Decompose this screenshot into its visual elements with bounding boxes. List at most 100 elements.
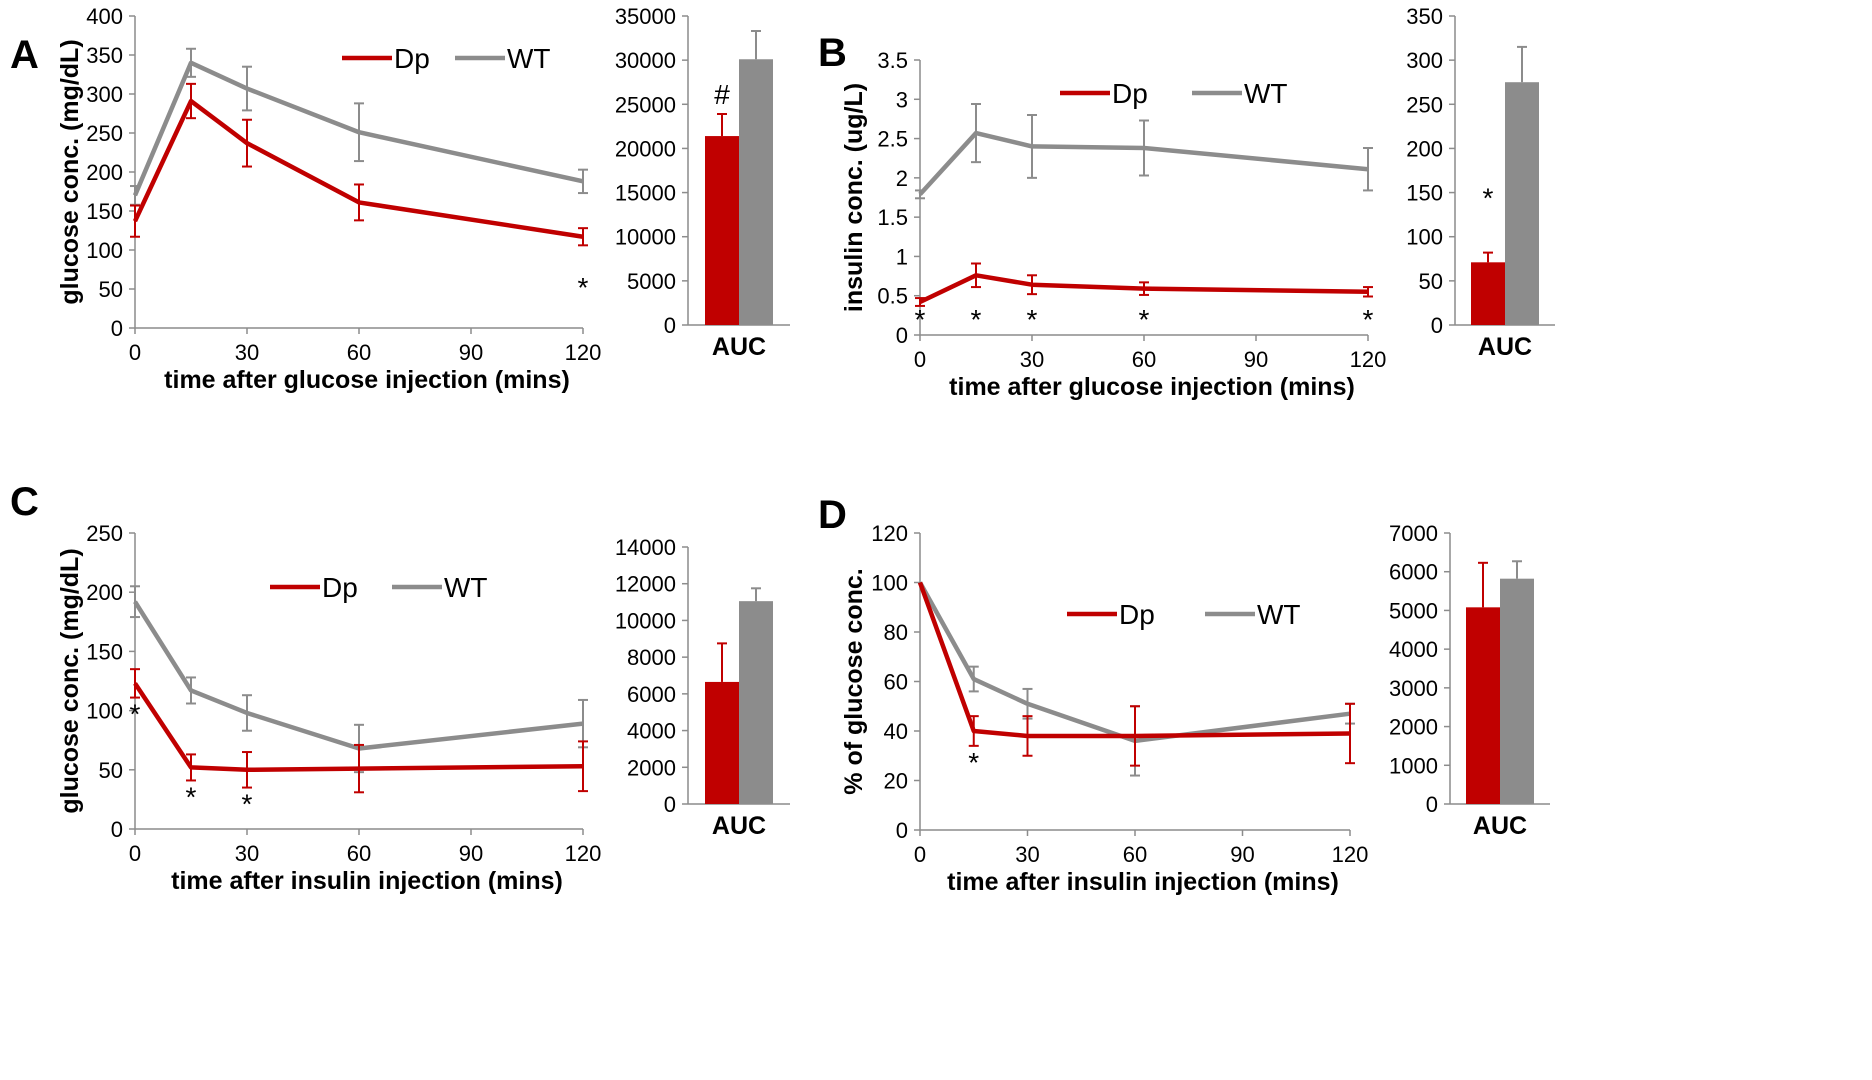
y-tick-label: 1 xyxy=(896,244,908,269)
bar-y-tick-label: 14000 xyxy=(615,535,676,560)
legend-label-wt: WT xyxy=(507,43,551,74)
bar-y-tick-label: 2000 xyxy=(1389,715,1438,740)
x-tick-label: 120 xyxy=(1332,842,1369,867)
x-axis-label: time after insulin injection (mins) xyxy=(171,867,563,895)
x-tick-label: 60 xyxy=(1123,842,1147,867)
auc-bar-wt xyxy=(1500,578,1534,804)
x-tick-label: 0 xyxy=(914,842,926,867)
significance-marker: * xyxy=(186,781,197,812)
y-tick-label: 100 xyxy=(86,238,123,263)
bar-y-tick-label: 15000 xyxy=(615,181,676,206)
auc-bar-dp xyxy=(705,136,739,325)
y-tick-label: 150 xyxy=(86,199,123,224)
bar-y-tick-label: 20000 xyxy=(615,136,676,161)
legend-label-dp: Dp xyxy=(394,43,430,74)
series-line-wt xyxy=(132,60,584,197)
bar-y-tick-label: 30000 xyxy=(615,48,676,73)
auc-category-label: AUC xyxy=(712,333,766,361)
auc-category-label: AUC xyxy=(712,812,766,840)
series-line-dp xyxy=(919,273,1369,305)
y-tick-label: 40 xyxy=(884,719,908,744)
y-axis-label: glucose conc. (mg/dL) xyxy=(56,39,84,304)
y-tick-label: 2.5 xyxy=(877,127,908,152)
bar-y-tick-label: 0 xyxy=(1431,313,1443,338)
auc-bar-dp xyxy=(1471,262,1505,325)
bar-y-tick-label: 10000 xyxy=(615,225,676,250)
y-tick-label: 150 xyxy=(86,639,123,664)
bar-y-tick-label: 50 xyxy=(1419,269,1443,294)
y-tick-label: 200 xyxy=(86,160,123,185)
bar-y-tick-label: 350 xyxy=(1406,4,1443,29)
auc-category-label: AUC xyxy=(1473,812,1527,840)
legend-label-wt: WT xyxy=(1244,78,1288,109)
significance-marker: * xyxy=(915,304,926,335)
significance-marker: * xyxy=(242,789,253,820)
auc-bar-wt xyxy=(739,601,773,804)
auc-bar-wt xyxy=(739,59,773,325)
bar-y-tick-label: 250 xyxy=(1406,92,1443,117)
legend-label-wt: WT xyxy=(1257,599,1301,630)
y-tick-label: 200 xyxy=(86,580,123,605)
bar-y-tick-label: 150 xyxy=(1406,181,1443,206)
bar-y-tick-label: 35000 xyxy=(615,4,676,29)
bar-y-tick-label: 5000 xyxy=(1389,598,1438,623)
x-tick-label: 120 xyxy=(565,340,602,365)
series-line-wt xyxy=(918,581,1351,744)
significance-marker: * xyxy=(1363,304,1374,335)
bar-y-tick-label: 8000 xyxy=(627,645,676,670)
y-tick-label: 60 xyxy=(884,670,908,695)
y-tick-label: 250 xyxy=(86,521,123,546)
significance-marker: * xyxy=(130,699,141,730)
bar-y-tick-label: 0 xyxy=(664,792,676,817)
bar-y-tick-label: 10000 xyxy=(615,608,676,633)
bar-y-tick-label: 5000 xyxy=(627,269,676,294)
series-line-dp xyxy=(133,682,584,773)
bar-y-tick-label: 12000 xyxy=(615,572,676,597)
y-tick-label: 120 xyxy=(871,521,908,546)
y-tick-label: 50 xyxy=(99,758,123,783)
x-tick-label: 120 xyxy=(565,841,602,866)
y-tick-label: 80 xyxy=(884,620,908,645)
x-tick-label: 30 xyxy=(235,340,259,365)
bar-y-tick-label: 100 xyxy=(1406,225,1443,250)
bar-y-tick-label: 4000 xyxy=(1389,637,1438,662)
y-axis-label: % of glucose conc. xyxy=(840,568,868,794)
auc-bar-wt xyxy=(1505,82,1539,325)
significance-marker: * xyxy=(1027,304,1038,335)
x-tick-label: 120 xyxy=(1350,347,1387,372)
y-tick-label: 0 xyxy=(896,323,908,348)
bar-y-tick-label: 0 xyxy=(1426,792,1438,817)
significance-marker: * xyxy=(968,747,979,778)
auc-significance-marker: * xyxy=(1483,183,1494,214)
series-line-dp xyxy=(132,98,584,239)
series-line-wt xyxy=(918,130,1369,196)
x-tick-label: 0 xyxy=(914,347,926,372)
series-line-wt xyxy=(133,600,584,751)
x-axis-label: time after insulin injection (mins) xyxy=(947,868,1339,896)
y-tick-label: 0 xyxy=(896,818,908,843)
panel-label: C xyxy=(10,480,39,524)
x-tick-label: 30 xyxy=(1015,842,1039,867)
x-tick-label: 60 xyxy=(347,841,371,866)
y-tick-label: 100 xyxy=(86,699,123,724)
panel-label: D xyxy=(818,493,847,537)
x-tick-label: 30 xyxy=(235,841,259,866)
x-tick-label: 90 xyxy=(459,841,483,866)
y-tick-label: 300 xyxy=(86,82,123,107)
y-tick-label: 50 xyxy=(99,277,123,302)
bar-y-tick-label: 7000 xyxy=(1389,521,1438,546)
y-axis-label: insulin conc. (ug/L) xyxy=(840,83,868,312)
x-tick-label: 0 xyxy=(129,340,141,365)
legend-label-dp: Dp xyxy=(1112,78,1148,109)
y-tick-label: 3 xyxy=(896,87,908,112)
bar-y-tick-label: 4000 xyxy=(627,719,676,744)
x-tick-label: 90 xyxy=(1244,347,1268,372)
auc-bar-dp xyxy=(1466,607,1500,804)
significance-marker: * xyxy=(1139,304,1150,335)
x-tick-label: 90 xyxy=(459,340,483,365)
legend-label-dp: Dp xyxy=(322,572,358,603)
significance-marker: * xyxy=(971,304,982,335)
x-tick-label: 60 xyxy=(347,340,371,365)
x-axis-label: time after glucose injection (mins) xyxy=(164,366,570,394)
